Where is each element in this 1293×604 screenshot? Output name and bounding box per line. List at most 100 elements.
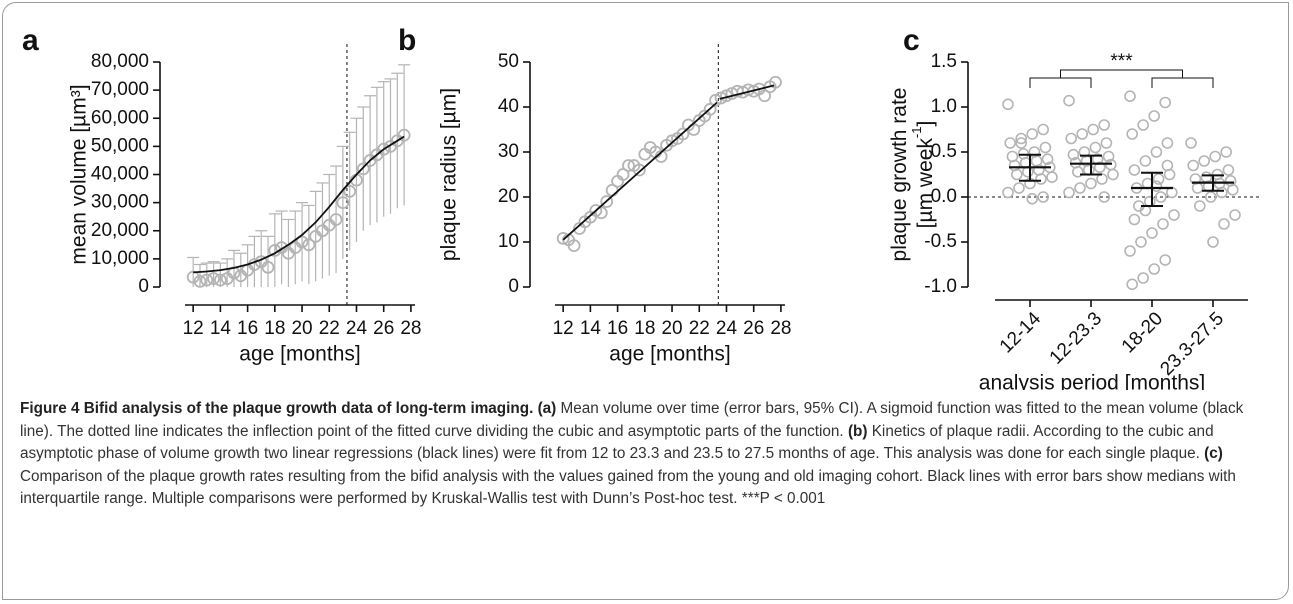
caption: Figure 4 Bifid analysis of the plaque gr… (20, 398, 1275, 511)
x-tick-label: 22 (689, 318, 710, 339)
data-point (1155, 191, 1167, 203)
significance-label: *** (1110, 51, 1133, 72)
x-tick-label: 16 (607, 318, 628, 339)
data-point (1187, 159, 1199, 172)
data-point (1076, 128, 1088, 140)
data-point (1126, 128, 1138, 140)
y-tick-label: 0 (508, 276, 519, 297)
x-tick-label: 26 (743, 318, 764, 339)
data-point (1074, 182, 1086, 194)
data-point (1039, 141, 1052, 154)
caption-text: (c) (1204, 445, 1223, 463)
x-tick-label: 12-14 (996, 308, 1046, 358)
x-tick-label: 28 (400, 318, 421, 339)
data-point (397, 128, 411, 142)
panel-label: c (903, 24, 920, 57)
x-tick-label: 12-23.3 (1046, 308, 1106, 368)
data-point (343, 184, 357, 198)
data-point (1067, 148, 1080, 161)
data-point (1150, 146, 1163, 158)
data-point (1135, 236, 1147, 248)
data-point (1227, 184, 1239, 196)
y-axis-label: plaque radius [µm] (438, 88, 461, 261)
x-tick-label: 18-20 (1118, 308, 1167, 357)
data-point (213, 273, 227, 287)
x-tick-label: 23.3-27.5 (1156, 308, 1228, 380)
panel-label: b (398, 24, 416, 57)
data-point (567, 239, 581, 253)
data-point (1037, 191, 1049, 203)
data-point (1002, 186, 1014, 199)
y-tick-label: 0.0 (931, 186, 957, 207)
panel-label: a (22, 24, 39, 57)
data-point (1216, 186, 1228, 199)
x-axis-label: age [months] (609, 343, 730, 366)
significance-bracket (1060, 69, 1183, 78)
x-tick-label: 24 (346, 318, 368, 339)
data-point (1157, 218, 1169, 230)
data-point (1137, 119, 1149, 131)
y-axis-label-line: [µm week-1] (909, 121, 936, 229)
y-tick-label: 40,000 (91, 164, 149, 185)
data-point (1035, 173, 1047, 185)
data-point (1161, 137, 1174, 149)
caption-text: (b) (847, 422, 868, 440)
data-point (1126, 278, 1138, 291)
data-point (1185, 137, 1197, 149)
data-point (1010, 168, 1023, 181)
data-point (1128, 213, 1141, 226)
caption-text: Comparison of the plaque growth rates re… (20, 467, 1236, 508)
data-point (1191, 182, 1204, 194)
x-tick-label: 28 (770, 318, 791, 339)
data-point (1072, 166, 1084, 178)
y-tick-label: 1.0 (931, 96, 957, 117)
data-point (616, 168, 630, 181)
data-point (1229, 209, 1241, 221)
data-point (329, 213, 343, 226)
caption-text: Figure 4 Bifid analysis of the plaque gr… (20, 400, 557, 417)
y-tick-label: 50 (498, 51, 519, 72)
data-point (1063, 94, 1075, 107)
data-point (1159, 254, 1171, 266)
data-point (207, 272, 220, 285)
data-point (1026, 193, 1038, 205)
data-point (1194, 200, 1206, 212)
y-axis-label-line: plaque growth rate (888, 88, 911, 262)
x-tick-label: 12 (553, 318, 574, 339)
y-tick-label: 20,000 (91, 220, 149, 241)
data-point (594, 206, 608, 220)
data-point (556, 231, 570, 245)
caption-text: Mean volume over time (error bars, 95% C… (20, 400, 1244, 440)
fit-line (562, 101, 718, 241)
data-point (1159, 96, 1171, 109)
data-point (1094, 161, 1106, 174)
data-point (1100, 137, 1113, 149)
y-tick-label: 40 (498, 96, 519, 117)
data-point (1205, 191, 1217, 203)
y-tick-label: 50,000 (91, 135, 149, 156)
data-point (1207, 236, 1219, 248)
y-tick-label: -0.5 (924, 231, 957, 252)
data-point (1198, 155, 1210, 167)
data-point (1161, 159, 1174, 172)
y-axis-label-part: [µm week (914, 138, 937, 229)
y-axis-label-superscript: -1 (909, 126, 924, 138)
data-point (1046, 171, 1058, 183)
data-point (1065, 132, 1077, 145)
data-point (1002, 98, 1014, 111)
data-point (1146, 227, 1158, 239)
x-tick-label: 18 (634, 318, 655, 339)
x-tick-label: 14 (210, 318, 232, 339)
y-tick-label: 0.5 (931, 141, 957, 162)
x-tick-label: 26 (373, 318, 394, 339)
x-axis-label: analysis period [months] (979, 372, 1205, 390)
y-tick-label: 20 (498, 186, 519, 207)
data-point (1222, 164, 1235, 176)
y-tick-label: 80,000 (91, 51, 149, 72)
data-point (302, 238, 316, 252)
data-point (1148, 110, 1160, 122)
data-point (1148, 263, 1160, 275)
data-point (261, 260, 275, 274)
